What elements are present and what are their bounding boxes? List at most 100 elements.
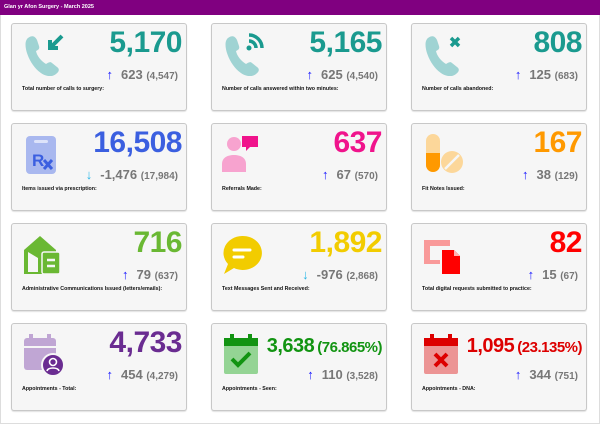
- phone-signal-icon: [220, 32, 266, 77]
- kpi-card: 1,095 (23.135%) ↑ 344 (751) Appointments -…: [411, 323, 587, 411]
- kpi-value-row: 1,892: [309, 226, 382, 260]
- arrow-up-icon: ↑: [106, 67, 113, 82]
- kpi-value: 1,095: [466, 335, 515, 357]
- arrow-up-icon: ↑: [527, 267, 535, 282]
- kpi-change-row: ↑ 79 (637): [122, 267, 178, 284]
- kpi-previous: (129): [554, 171, 578, 182]
- kpi-change: 67: [336, 167, 352, 182]
- kpi-change: 110: [321, 367, 343, 382]
- arrow-down-icon: ↓: [85, 167, 93, 182]
- kpi-change-row: ↑ 125 (683): [515, 67, 578, 84]
- kpi-change: 623: [120, 67, 143, 82]
- kpi-value-row: 808: [533, 26, 582, 60]
- kpi-previous: (2,868): [346, 271, 378, 282]
- arrow-up-icon: ↑: [514, 367, 522, 382]
- pills-icon: [420, 132, 466, 176]
- kpi-value: 808: [533, 26, 582, 59]
- kpi-percent: (23.135%): [517, 339, 582, 356]
- kpi-label: Text Messages Sent and Received:: [222, 286, 310, 292]
- arrow-up-icon: ↑: [322, 167, 329, 182]
- kpi-change-row: ↓ -1,476 (17,984): [86, 167, 178, 184]
- arrow-up-icon: ↑: [306, 67, 313, 82]
- kpi-previous: (17,984): [140, 171, 178, 182]
- digital-document-icon: [420, 232, 466, 276]
- kpi-value-row: 4,733: [109, 326, 182, 360]
- kpi-change-row: ↑ 67 (570): [322, 167, 378, 184]
- kpi-label: Referrals Made:: [222, 186, 262, 192]
- message-bubble-icon: [220, 232, 266, 276]
- kpi-change: 344: [529, 367, 552, 382]
- arrow-down-icon: ↓: [302, 267, 309, 282]
- kpi-value-row: 1,095 (23.135%): [466, 334, 583, 360]
- kpi-value: 5,165: [309, 26, 382, 59]
- phone-missed-icon: [420, 32, 466, 77]
- kpi-change: 79: [136, 267, 152, 282]
- kpi-card: 5,170 ↑ 623 (4,547) Total number of calls…: [11, 23, 187, 111]
- kpi-previous: (67): [560, 271, 578, 282]
- kpi-change-row: ↑ 38 (129): [522, 167, 578, 184]
- kpi-value-row: 5,165: [309, 26, 382, 60]
- kpi-value: 1,892: [309, 226, 382, 259]
- kpi-change: 125: [529, 67, 552, 82]
- kpi-label: Administrative Communications Issued (le…: [22, 286, 163, 292]
- kpi-previous: (4,540): [346, 71, 378, 82]
- kpi-previous: (637): [154, 271, 178, 282]
- kpi-value-row: 16,508: [93, 126, 182, 160]
- kpi-percent: (76.865%): [317, 339, 382, 356]
- arrow-up-icon: ↑: [122, 267, 129, 282]
- page-title: Glan yr Afon Surgery - March 2025: [0, 0, 600, 15]
- kpi-label: Appointments - Seen:: [222, 386, 277, 392]
- kpi-card: 716 ↑ 79 (637) Administrative Communicati…: [11, 223, 187, 311]
- kpi-card: 637 ↑ 67 (570) Referrals Made:: [211, 123, 387, 211]
- kpi-previous: (3,528): [346, 371, 378, 382]
- prescription-icon: R: [20, 132, 66, 176]
- kpi-previous: (683): [554, 71, 578, 82]
- kpi-change: -976: [316, 267, 343, 282]
- kpi-label: Total digital requests submitted to prac…: [422, 286, 532, 292]
- kpi-label: Appointments - DNA:: [422, 386, 476, 392]
- kpi-value-row: 5,170: [109, 26, 182, 60]
- kpi-value: 16,508: [93, 126, 182, 159]
- kpi-value-row: 3,638 (76.865%): [266, 334, 383, 360]
- kpi-change-row: ↑ 15 (67): [528, 267, 578, 284]
- kpi-previous: (570): [354, 171, 378, 182]
- kpi-value-row: 716: [133, 226, 182, 260]
- kpi-card: 808 ↑ 125 (683) Number of calls abandoned…: [411, 23, 587, 111]
- calendar-cross-icon: [420, 332, 466, 376]
- kpi-change-row: ↑ 110 (3,528): [307, 367, 378, 384]
- kpi-change-row: ↑ 623 (4,547): [106, 67, 178, 84]
- calendar-check-icon: [220, 332, 266, 376]
- kpi-change-row: ↑ 344 (751): [515, 367, 578, 384]
- kpi-value: 5,170: [109, 26, 182, 59]
- kpi-previous: (751): [554, 371, 578, 382]
- kpi-change-row: ↑ 625 (4,540): [306, 67, 378, 84]
- kpi-value: 82: [549, 226, 583, 259]
- kpi-card: 4,733 ↑ 454 (4,279) Appointments - Total:: [11, 323, 187, 411]
- kpi-change: 454: [120, 367, 143, 382]
- kpi-card: 167 ↑ 38 (129) Fit Notes Issued:: [411, 123, 587, 211]
- calendar-user-icon: [20, 332, 66, 377]
- kpi-value: 167: [533, 126, 582, 159]
- kpi-card: 1,892 ↓ -976 (2,868) Text Messages Sent a…: [211, 223, 387, 311]
- doctor-chat-icon: [220, 132, 266, 176]
- kpi-label: Total number of calls to surgery:: [22, 86, 105, 92]
- arrow-up-icon: ↑: [514, 67, 522, 82]
- arrow-up-icon: ↑: [522, 167, 529, 182]
- kpi-previous: (4,279): [146, 371, 178, 382]
- kpi-value: 637: [333, 126, 382, 159]
- kpi-previous: (4,547): [146, 71, 178, 82]
- kpi-change: 15: [542, 267, 557, 282]
- kpi-value: 3,638: [266, 335, 315, 357]
- kpi-change-row: ↓ -976 (2,868): [302, 267, 378, 284]
- kpi-card: 5,165 ↑ 625 (4,540) Number of calls answe…: [211, 23, 387, 111]
- arrow-up-icon: ↑: [106, 367, 113, 382]
- kpi-value-row: 82: [549, 226, 583, 260]
- kpi-value: 716: [133, 226, 182, 259]
- kpi-value: 4,733: [109, 326, 182, 359]
- phone-incoming-icon: [20, 32, 66, 77]
- kpi-card: R 16,508 ↓ -1,476 (17,984) Items issued v…: [11, 123, 187, 211]
- kpi-change: 38: [536, 167, 552, 182]
- kpi-label: Number of calls abandoned:: [422, 86, 494, 92]
- kpi-change: -1,476: [100, 167, 138, 182]
- kpi-label: Fit Notes Issued:: [422, 186, 465, 192]
